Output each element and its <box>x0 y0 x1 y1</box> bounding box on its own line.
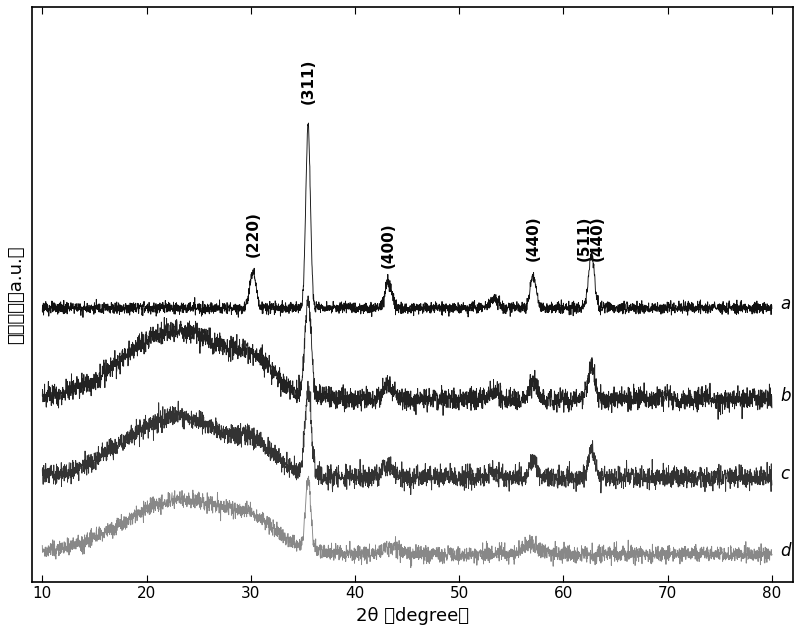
X-axis label: 2θ （degree）: 2θ （degree） <box>356 607 469 625</box>
Text: (511): (511) <box>577 215 592 260</box>
Text: b: b <box>780 387 790 404</box>
Text: (440): (440) <box>526 215 541 260</box>
Y-axis label: 衍射强度（a.u.）: 衍射强度（a.u.） <box>7 245 25 344</box>
Text: a: a <box>780 295 790 313</box>
Text: (311): (311) <box>301 58 315 104</box>
Text: (440): (440) <box>590 215 604 260</box>
Text: (220): (220) <box>246 211 260 257</box>
Text: (400): (400) <box>381 222 396 268</box>
Text: d: d <box>780 542 790 559</box>
Text: c: c <box>780 465 790 483</box>
